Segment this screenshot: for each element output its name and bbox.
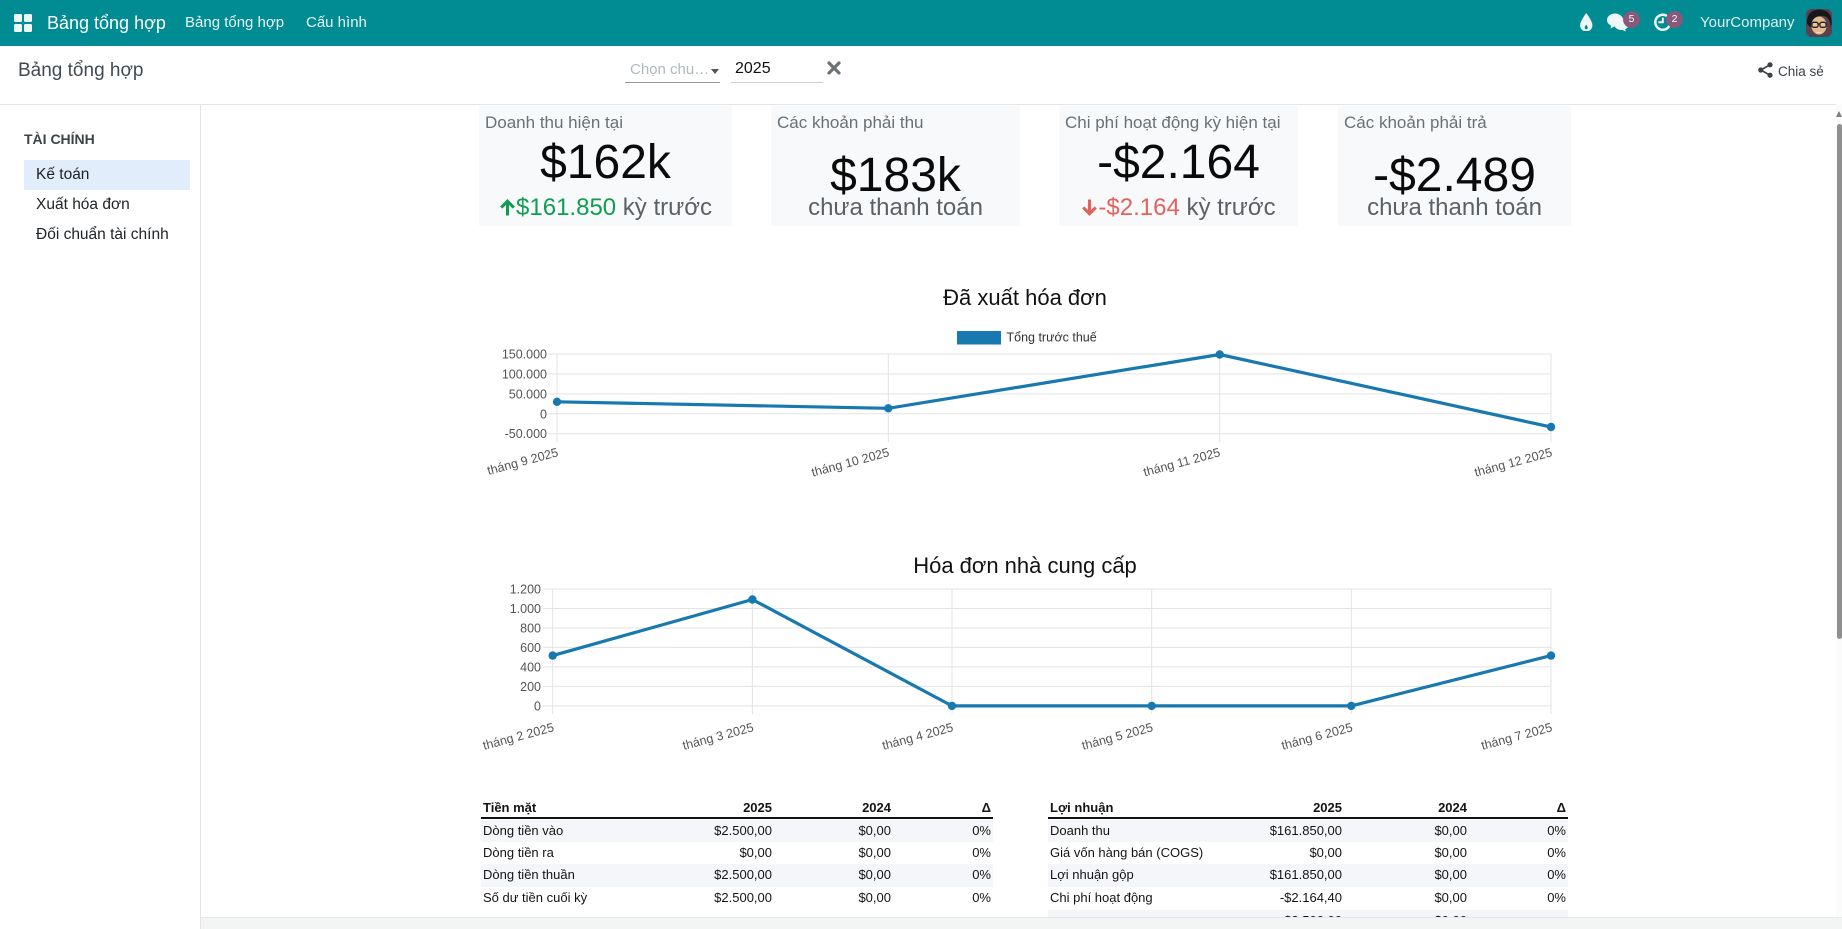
svg-text:200: 200 [520, 680, 541, 694]
svg-text:tháng 5 2025: tháng 5 2025 [1080, 720, 1154, 752]
svg-text:Tổng trước thuế: Tổng trước thuế [1007, 331, 1097, 345]
svg-text:tháng 12 2025: tháng 12 2025 [1473, 445, 1554, 479]
svg-text:150.000: 150.000 [502, 348, 547, 362]
svg-text:600: 600 [520, 641, 541, 655]
svg-text:100.000: 100.000 [502, 367, 547, 381]
svg-text:tháng 6 2025: tháng 6 2025 [1280, 720, 1354, 752]
svg-text:tháng 3 2025: tháng 3 2025 [681, 720, 755, 752]
svg-text:tháng 11 2025: tháng 11 2025 [1142, 445, 1222, 479]
svg-text:Đã xuất hóa đơn: Đã xuất hóa đơn [943, 285, 1107, 310]
svg-text:Hóa đơn nhà cung cấp: Hóa đơn nhà cung cấp [913, 553, 1137, 578]
svg-text:1.000: 1.000 [510, 602, 541, 616]
svg-text:tháng 9 2025: tháng 9 2025 [486, 445, 560, 477]
svg-text:-50.000: -50.000 [505, 427, 547, 441]
svg-text:0: 0 [540, 407, 547, 421]
svg-text:tháng 7 2025: tháng 7 2025 [1480, 720, 1554, 752]
svg-text:1.200: 1.200 [510, 583, 541, 597]
svg-text:0: 0 [534, 699, 541, 713]
svg-text:400: 400 [520, 660, 541, 674]
svg-text:tháng 2 2025: tháng 2 2025 [481, 720, 555, 752]
svg-text:tháng 10 2025: tháng 10 2025 [810, 445, 891, 479]
svg-text:50.000: 50.000 [509, 387, 547, 401]
svg-text:800: 800 [520, 622, 541, 636]
svg-text:tháng 4 2025: tháng 4 2025 [881, 720, 955, 752]
